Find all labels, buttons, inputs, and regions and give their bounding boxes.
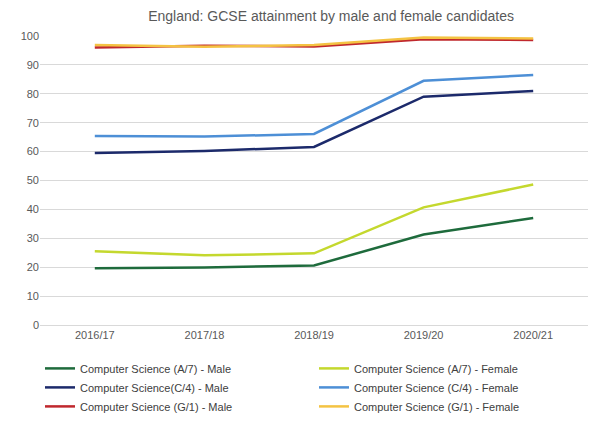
- svg-text:70: 70: [27, 117, 39, 129]
- svg-text:10: 10: [27, 290, 39, 302]
- svg-text:50: 50: [27, 174, 39, 186]
- svg-text:Computer Science (G/1) - Femal: Computer Science (G/1) - Female: [354, 401, 519, 413]
- svg-text:2019/20: 2019/20: [404, 329, 444, 341]
- svg-text:Computer Science (A/7) - Male: Computer Science (A/7) - Male: [80, 363, 231, 375]
- svg-text:Computer Science(C/4) - Male: Computer Science(C/4) - Male: [80, 382, 229, 394]
- svg-text:2017/18: 2017/18: [185, 329, 225, 341]
- svg-text:2016/17: 2016/17: [75, 329, 115, 341]
- svg-text:100: 100: [21, 30, 39, 42]
- svg-text:80: 80: [27, 88, 39, 100]
- svg-text:0: 0: [33, 319, 39, 331]
- svg-text:England: GCSE attainment by ma: England: GCSE attainment by male and fem…: [148, 8, 514, 24]
- svg-text:Computer Science (A/7) - Femal: Computer Science (A/7) - Female: [354, 363, 518, 375]
- svg-text:30: 30: [27, 232, 39, 244]
- svg-text:40: 40: [27, 203, 39, 215]
- svg-text:2020/21: 2020/21: [513, 329, 553, 341]
- svg-text:60: 60: [27, 145, 39, 157]
- svg-text:Computer Science (C/4) - Femal: Computer Science (C/4) - Female: [354, 382, 518, 394]
- svg-text:Computer Science (G/1) - Male: Computer Science (G/1) - Male: [80, 401, 232, 413]
- svg-text:20: 20: [27, 261, 39, 273]
- svg-text:2018/19: 2018/19: [294, 329, 334, 341]
- svg-text:90: 90: [27, 59, 39, 71]
